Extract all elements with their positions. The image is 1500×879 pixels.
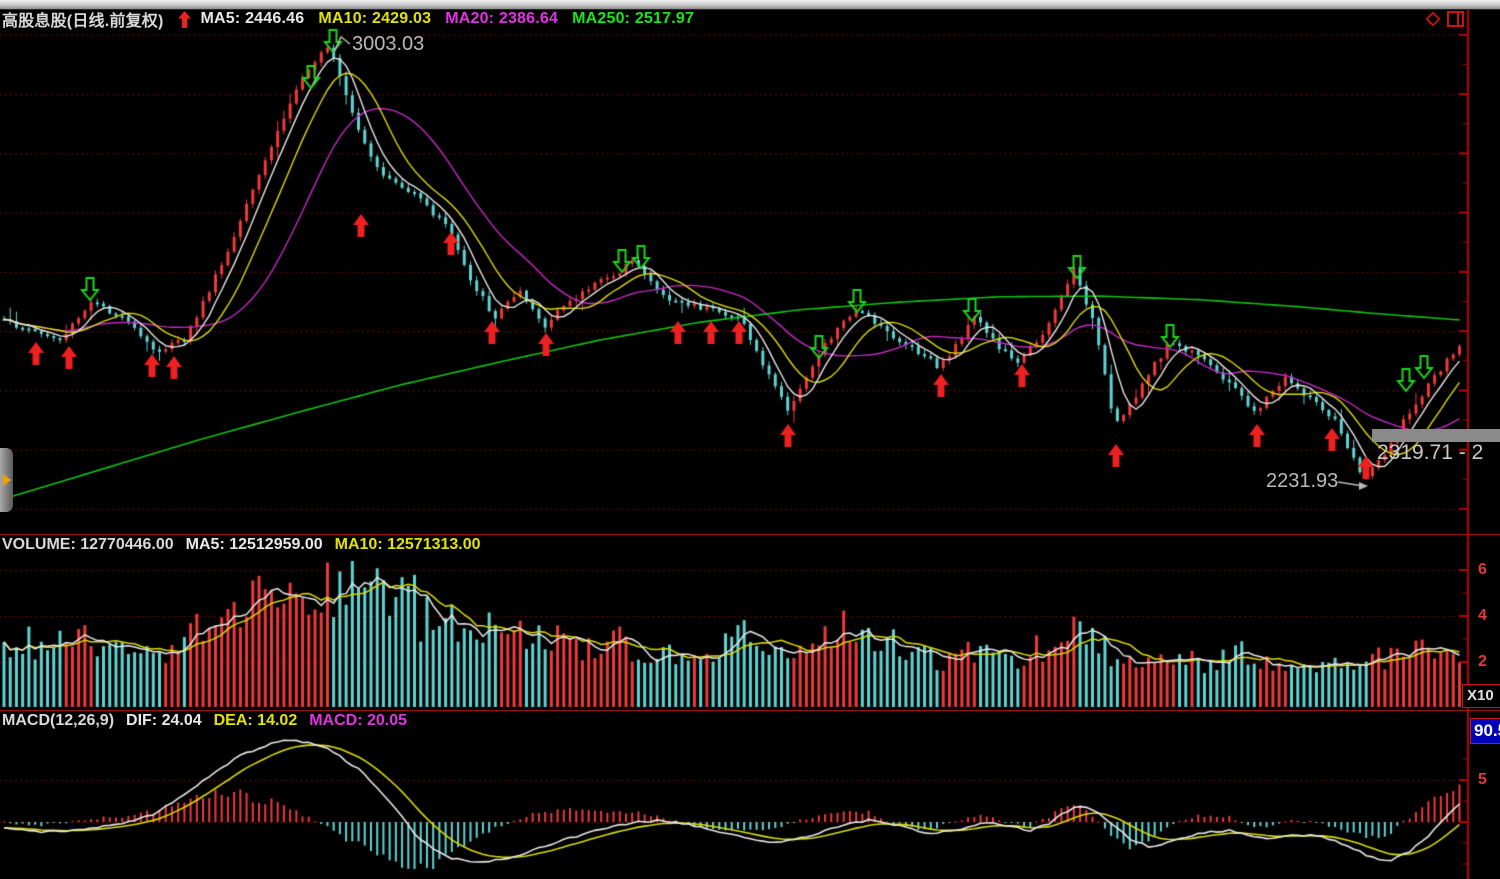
- ma10-value: MA10: 2429.03: [318, 10, 432, 27]
- macd-panel-header: MACD(12,26,9) DIF: 24.04 DEA: 14.02 MACD…: [2, 712, 407, 730]
- window-titlebar[interactable]: [0, 0, 1500, 10]
- up-arrow-icon: [177, 10, 191, 28]
- dea-value: DEA: 14.02: [213, 712, 298, 729]
- low-price-annotation: 2231.93: [1266, 470, 1339, 492]
- main-chart-header: 高股息股(日线.前复权) MA5: 2446.46 MA10: 2429.03 …: [2, 9, 695, 30]
- macd-value: MACD: 20.05: [309, 712, 408, 729]
- ma250-value: MA250: 2517.97: [572, 10, 695, 27]
- peak-price-annotation: 3003.03: [352, 33, 425, 55]
- range-annotation: 2319.71 - 2: [1377, 441, 1484, 464]
- dif-value: DIF: 24.04: [126, 712, 202, 729]
- ma20-value: MA20: 2386.64: [445, 10, 559, 27]
- volume-ma10-value: MA10: 12571313.00: [334, 536, 481, 553]
- volume-unit-label: X10: [1462, 684, 1500, 708]
- split-window-icon[interactable]: [1447, 10, 1465, 33]
- range-highlight-bar: [1372, 429, 1500, 442]
- window-controls: [1424, 10, 1465, 33]
- volume-value: VOLUME: 12770446.00: [2, 536, 174, 553]
- macd-scale-badge: 90.5: [1470, 718, 1500, 744]
- instrument-title: 高股息股(日线.前复权): [2, 13, 164, 30]
- sidebar-expand-handle[interactable]: [0, 448, 13, 512]
- macd-axis-tick: 5: [1478, 771, 1487, 788]
- diamond-icon[interactable]: [1424, 10, 1442, 33]
- expand-triangle-icon: [2, 474, 11, 486]
- volume-axis-tick-4: 4: [1478, 607, 1487, 624]
- volume-axis-tick-6: 6: [1478, 561, 1487, 578]
- ma5-value: MA5: 2446.46: [200, 10, 305, 27]
- macd-indicator-name: MACD(12,26,9): [2, 712, 115, 729]
- volume-panel-header: VOLUME: 12770446.00 MA5: 12512959.00 MA1…: [2, 536, 481, 554]
- volume-axis-tick-2: 2: [1478, 653, 1487, 670]
- volume-ma5-value: MA5: 12512959.00: [185, 536, 323, 553]
